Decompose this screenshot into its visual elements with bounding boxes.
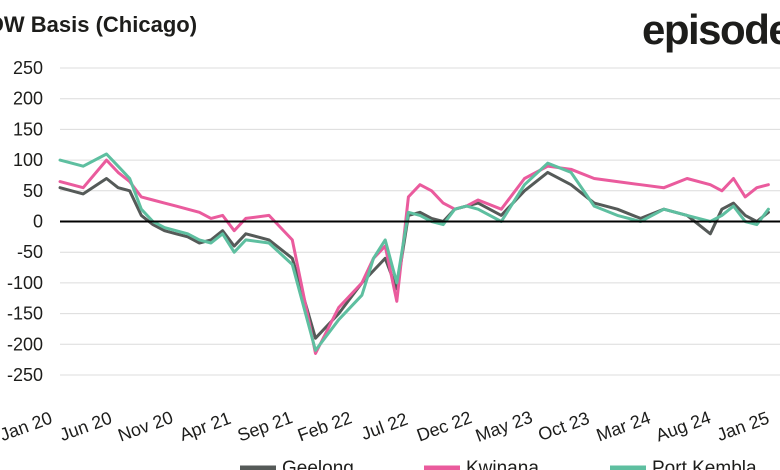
y-tick-label: -250 — [7, 365, 43, 385]
x-tick-label: Mar 24 — [594, 407, 653, 445]
x-tick-label: Jan 20 — [0, 408, 55, 445]
brand-logo: episode — [642, 6, 780, 53]
x-tick-label: Aug 24 — [653, 407, 713, 445]
x-tick-label: Dec 22 — [414, 407, 474, 445]
y-tick-label: 100 — [13, 150, 43, 170]
x-tick-label: Nov 20 — [115, 407, 175, 445]
x-tick-label: Oct 23 — [535, 408, 592, 445]
y-tick-label: 0 — [33, 212, 43, 232]
x-tick-label: Jan 25 — [714, 408, 772, 445]
legend-label: Port Kembla — [652, 458, 757, 470]
y-tick-label: -50 — [17, 242, 43, 262]
y-tick-label: 250 — [13, 58, 43, 78]
x-tick-label: Apr 21 — [177, 408, 234, 445]
y-tick-label: 150 — [13, 119, 43, 139]
y-tick-label: 200 — [13, 89, 43, 109]
x-tick-label: May 23 — [473, 407, 535, 446]
chart-title: DW Basis (Chicago) — [0, 12, 198, 37]
x-tick-label: Sep 21 — [235, 407, 295, 445]
y-tick-label: -200 — [7, 334, 43, 354]
y-tick-label: 50 — [23, 181, 43, 201]
x-tick-label: Feb 22 — [295, 407, 355, 445]
series-line-kwinana — [58, 158, 770, 355]
x-tick-label: Jul 22 — [358, 409, 410, 444]
series-line-port-kembla — [58, 152, 770, 352]
x-tick-label: Jun 20 — [57, 408, 115, 445]
legend-label: Geelong — [282, 458, 354, 470]
y-tick-label: -100 — [7, 273, 43, 293]
y-tick-label: -150 — [7, 304, 43, 324]
legend-label: Kwinana — [466, 458, 539, 470]
